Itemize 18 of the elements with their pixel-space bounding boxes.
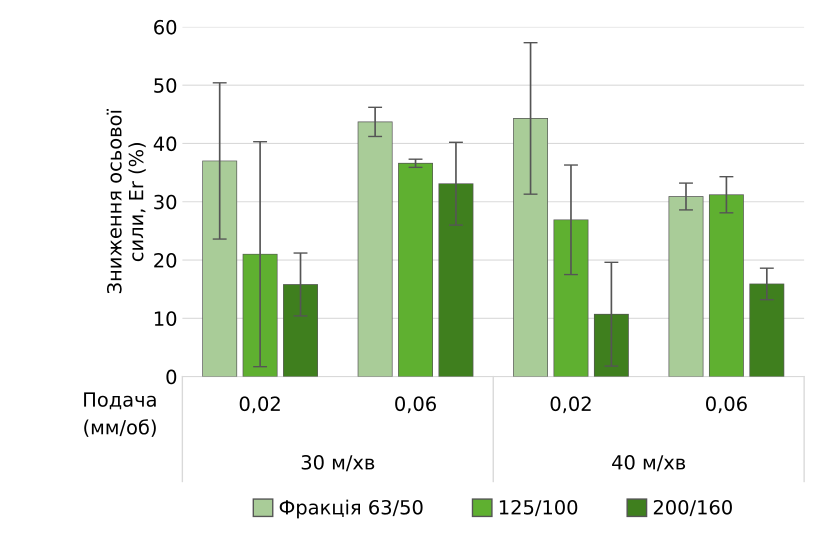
y-tick-label: 10 <box>154 311 176 326</box>
x-tick-label: 0,06 <box>395 396 436 414</box>
y-tick-label: 30 <box>154 194 176 210</box>
legend-label: 200/160 <box>654 500 732 516</box>
x-axis-title: Подача (мм/об) <box>84 392 156 437</box>
x-tick-label: 0,02 <box>240 396 280 414</box>
text: 30 м/хв <box>302 454 374 472</box>
y-tick-label: 0 <box>166 370 176 384</box>
legend-label: Фракція 63/50 <box>280 500 423 518</box>
x-tick-label: 0,02 <box>550 396 591 414</box>
legend-label: 125/100 <box>500 500 578 516</box>
y-tick-label: 20 <box>154 252 176 268</box>
y-tick-label: 50 <box>154 78 176 93</box>
y-tick-label: 60 <box>154 20 176 35</box>
y-tick-label: 40 <box>154 136 176 152</box>
x-tick-label: 0,06 <box>706 396 747 414</box>
y-axis-title: Зниження осьової сили, Er (%) <box>106 108 146 294</box>
text: 40 м/хв <box>612 454 686 472</box>
